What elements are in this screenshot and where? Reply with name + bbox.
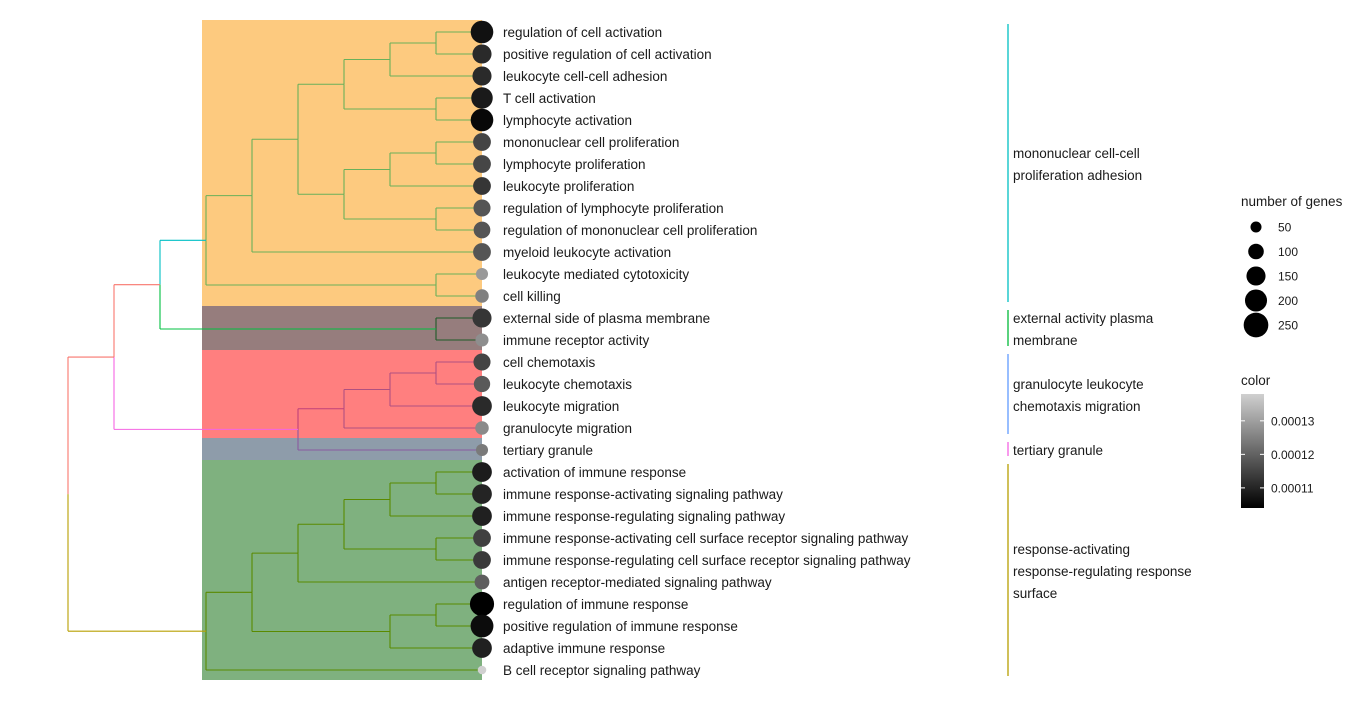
term-dot — [475, 421, 489, 435]
term-dot — [475, 333, 489, 347]
size-legend-label: 150 — [1278, 270, 1298, 284]
cluster-backgrounds — [202, 20, 482, 680]
term-dot — [473, 353, 491, 371]
term-label: leukocyte migration — [503, 399, 619, 414]
term-labels: regulation of cell activation positive re… — [503, 25, 911, 678]
cluster-label: response-regulating response — [1013, 564, 1192, 579]
term-label: cell chemotaxis — [503, 355, 596, 370]
cluster-label: external activity plasma — [1013, 311, 1154, 326]
legends: number of genes color 50 100 150 200 250 0.00… — [1241, 194, 1343, 508]
term-label: lymphocyte proliferation — [503, 157, 646, 172]
term-label: cell killing — [503, 289, 561, 304]
cluster-background — [202, 460, 482, 680]
term-dot — [477, 665, 487, 675]
term-label: regulation of immune response — [503, 597, 688, 612]
term-dot — [472, 506, 492, 526]
term-label: activation of immune response — [503, 465, 686, 480]
term-label: immune receptor activity — [503, 333, 650, 348]
size-legend-dot — [1250, 221, 1262, 233]
term-label: adaptive immune response — [503, 641, 665, 656]
size-legend-dot — [1244, 289, 1268, 312]
term-dot — [470, 20, 494, 44]
term-dot — [473, 529, 491, 547]
size-legend-label: 50 — [1278, 221, 1292, 235]
term-label: T cell activation — [503, 91, 596, 106]
term-dot — [472, 396, 492, 416]
term-dot — [472, 44, 492, 64]
term-dot — [472, 638, 492, 658]
size-legend-dot — [1246, 266, 1266, 286]
term-dot — [472, 462, 492, 482]
term-label: regulation of cell activation — [503, 25, 662, 40]
size-legend-dot — [1248, 243, 1264, 260]
size-legend-dot — [1243, 312, 1269, 338]
cluster-background — [202, 306, 482, 350]
cluster-label: mononuclear cell-cell — [1013, 146, 1140, 161]
cluster-label: surface — [1013, 586, 1057, 601]
cluster-background — [202, 20, 482, 306]
cluster-background — [202, 438, 482, 460]
term-dot — [469, 591, 495, 617]
term-dot — [473, 375, 491, 393]
term-dot — [472, 308, 492, 328]
term-label: leukocyte cell-cell adhesion — [503, 69, 667, 84]
cluster-label: chemotaxis migration — [1013, 399, 1141, 414]
term-dot — [473, 221, 491, 239]
term-label: immune response-activating signaling pat… — [503, 487, 783, 502]
term-label: immune response-regulating signaling pat… — [503, 509, 785, 524]
cluster-label: response-activating — [1013, 542, 1130, 557]
term-dot — [473, 243, 491, 261]
term-dot — [470, 614, 494, 638]
size-legend-label: 200 — [1278, 294, 1298, 308]
term-dot — [475, 443, 489, 457]
term-label: leukocyte chemotaxis — [503, 377, 632, 392]
term-dot — [472, 66, 492, 86]
term-label: granulocyte migration — [503, 421, 632, 436]
colorbar — [1241, 394, 1264, 508]
term-label: regulation of mononuclear cell prolifera… — [503, 223, 757, 238]
term-label: leukocyte proliferation — [503, 179, 634, 194]
term-dot — [474, 574, 490, 590]
dendrogram — [67, 31, 482, 671]
term-label: positive regulation of cell activation — [503, 47, 712, 62]
term-label: regulation of lymphocyte proliferation — [503, 201, 724, 216]
term-dot — [475, 289, 489, 303]
term-label: positive regulation of immune response — [503, 619, 738, 634]
term-dot — [472, 484, 492, 504]
term-dots — [469, 20, 495, 675]
colorbar-label: 0.00012 — [1271, 448, 1315, 462]
cluster-label: tertiary granule — [1013, 443, 1103, 458]
term-dot — [473, 133, 491, 151]
cluster-label: proliferation adhesion — [1013, 168, 1142, 183]
term-label: leukocyte mediated cytotoxicity — [503, 267, 689, 282]
cluster-label: membrane — [1013, 333, 1078, 348]
term-label: immune response-regulating cell surface … — [503, 553, 911, 568]
term-label: lymphocyte activation — [503, 113, 632, 128]
term-label: B cell receptor signaling pathway — [503, 663, 701, 678]
cluster-label: granulocyte leukocyte — [1013, 377, 1144, 392]
size-legend-title: number of genes — [1241, 194, 1343, 209]
term-label: antigen receptor-mediated signaling path… — [503, 575, 772, 590]
term-label: external side of plasma membrane — [503, 311, 710, 326]
term-label: mononuclear cell proliferation — [503, 135, 679, 150]
term-dot — [470, 108, 494, 132]
term-dot — [473, 199, 491, 217]
color-legend-title: color — [1241, 373, 1271, 388]
cluster-labels: mononuclear cell-cell proliferation adhes… — [1007, 24, 1192, 676]
term-dot — [473, 551, 491, 569]
term-label: myeloid leukocyte activation — [503, 245, 671, 260]
size-legend-label: 250 — [1278, 319, 1298, 333]
term-dot — [471, 87, 493, 109]
cluster-background — [202, 350, 482, 438]
term-dot — [473, 155, 491, 173]
term-label: immune response-activating cell surface … — [503, 531, 908, 546]
colorbar-label: 0.00013 — [1271, 414, 1315, 428]
size-legend-label: 100 — [1278, 245, 1298, 259]
term-dot — [473, 177, 491, 195]
colorbar-label: 0.00011 — [1271, 481, 1314, 495]
term-label: tertiary granule — [503, 443, 593, 458]
term-dot — [475, 267, 489, 281]
